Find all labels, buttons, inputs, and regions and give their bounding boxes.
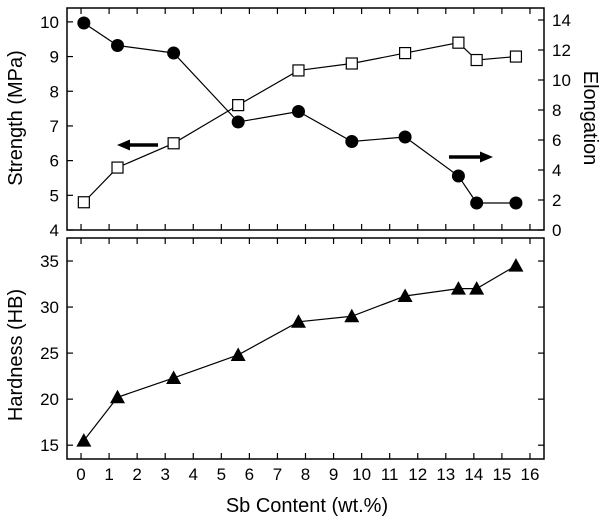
data-point-hardness (110, 390, 125, 404)
data-point-strength (346, 58, 357, 69)
data-point-strength (112, 162, 123, 173)
x-tick-label: 11 (381, 465, 399, 484)
y-right-tick-label: 8 (552, 101, 561, 120)
y-hardness-tick-label: 20 (40, 390, 59, 409)
x-tick-label: 12 (408, 465, 427, 484)
x-tick-label: 7 (273, 465, 282, 484)
y-right-tick-label: 4 (552, 161, 561, 180)
y-left-tick-label: 5 (50, 186, 59, 205)
data-point-elongation (345, 135, 358, 148)
x-tick-label: 0 (76, 465, 85, 484)
left-axis-arrow-head (117, 140, 130, 151)
data-point-strength (510, 51, 521, 62)
x-tick-label: 10 (352, 465, 371, 484)
y-right-tick-label: 0 (552, 221, 561, 240)
bottom-plot-frame (67, 238, 544, 459)
y-axis-title-elongation: Elongation (579, 71, 601, 166)
y-axis-title-strength: Strength (MPa) (5, 50, 27, 186)
y-hardness-tick-label: 30 (40, 298, 59, 317)
data-point-hardness (508, 258, 523, 272)
data-point-strength (293, 65, 304, 76)
data-point-elongation (470, 197, 483, 210)
y-right-tick-label: 2 (552, 191, 561, 210)
y-hardness-tick-label: 25 (40, 344, 59, 363)
data-point-elongation (232, 116, 245, 129)
data-point-strength (168, 138, 179, 149)
x-tick-label: 15 (492, 465, 511, 484)
y-left-tick-label: 4 (50, 221, 59, 240)
data-point-strength (471, 55, 482, 66)
data-point-elongation (399, 131, 412, 144)
data-point-hardness (231, 347, 246, 361)
y-right-tick-label: 12 (552, 41, 571, 60)
data-point-hardness (469, 281, 484, 295)
top-panel: 4 5 6 7 8 9 10 0 2 4 6 8 10 12 14 (40, 8, 571, 240)
data-point-strength (233, 100, 244, 111)
y-left-tick-label: 9 (50, 48, 59, 67)
x-tick-label: 6 (245, 465, 254, 484)
x-tick-label: 5 (217, 465, 226, 484)
data-point-hardness (166, 370, 181, 384)
data-point-elongation (509, 197, 522, 210)
data-point-hardness (451, 281, 466, 295)
y-left-tick-label: 10 (40, 13, 59, 32)
y-hardness-tick-label: 15 (40, 436, 59, 455)
data-point-elongation (77, 17, 90, 30)
data-point-hardness (344, 309, 359, 323)
x-tick-label: 13 (436, 465, 455, 484)
y-right-tick-label: 14 (552, 11, 571, 30)
y-left-tick-label: 8 (50, 82, 59, 101)
data-point-hardness (76, 433, 91, 447)
x-tick-label: 16 (521, 465, 540, 484)
x-tick-label: 3 (160, 465, 169, 484)
y-left-tick-label: 6 (50, 152, 59, 171)
x-axis-title: Sb Content (wt.%) (226, 495, 388, 517)
right-axis-arrow-head (480, 152, 493, 163)
data-point-strength (400, 48, 411, 59)
x-tick-label: 2 (132, 465, 141, 484)
data-point-elongation (452, 170, 465, 183)
x-tick-label: 8 (301, 465, 310, 484)
y-right-tick-label: 6 (552, 131, 561, 150)
hardness-series-line (84, 266, 516, 441)
y-axis-title-hardness: Hardness (HB) (5, 289, 27, 421)
x-tick-label: 14 (464, 465, 483, 484)
data-point-elongation (111, 39, 124, 52)
y-hardness-tick-label: 35 (40, 252, 59, 271)
y-left-tick-label: 7 (50, 117, 59, 136)
x-tick-label: 1 (104, 465, 113, 484)
data-point-strength (78, 197, 89, 208)
x-tick-label: 4 (189, 465, 198, 484)
data-point-elongation (292, 105, 305, 118)
x-tick-label: 9 (329, 465, 338, 484)
data-point-strength (453, 37, 464, 48)
data-point-elongation (167, 47, 180, 60)
y-right-tick-label: 10 (552, 71, 571, 90)
